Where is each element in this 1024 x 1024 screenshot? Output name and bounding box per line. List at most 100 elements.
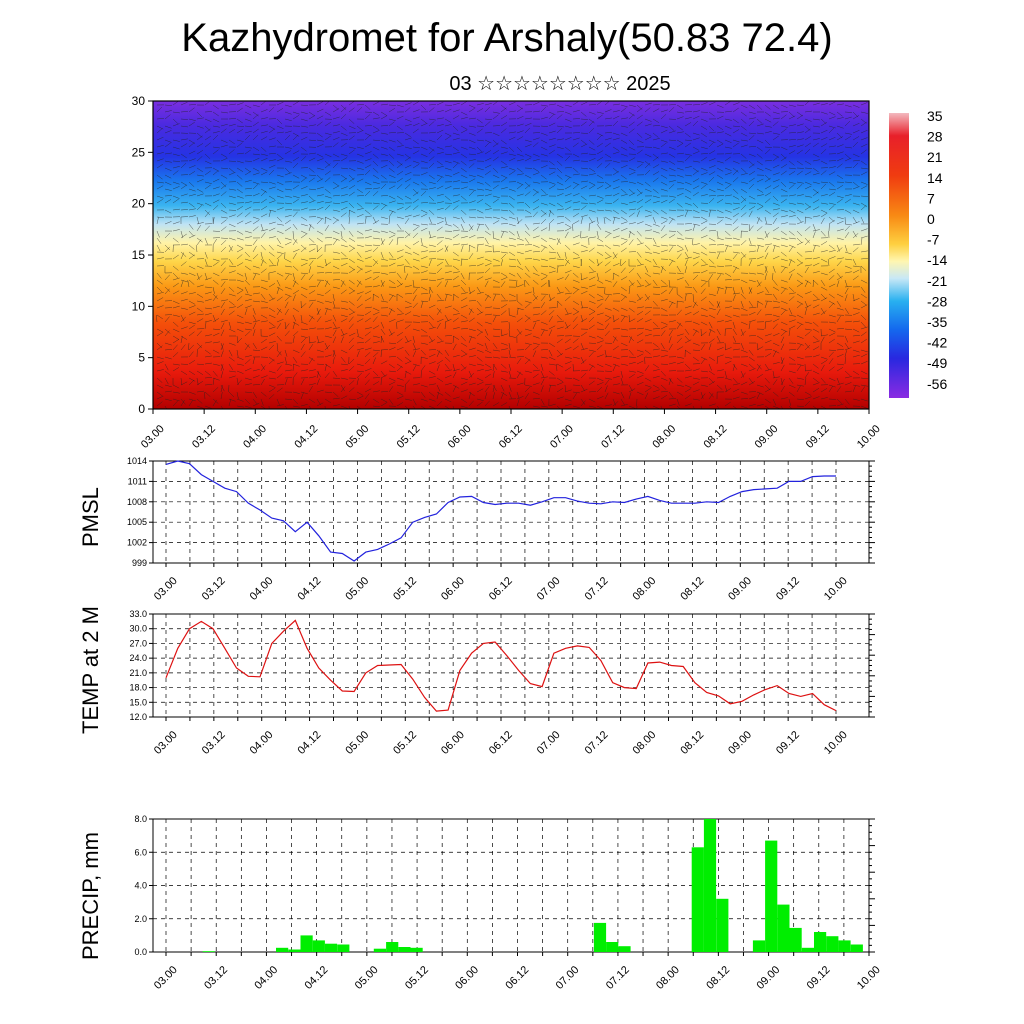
wind-barb [684, 174, 692, 177]
wind-barb [820, 148, 827, 155]
wind-barb [524, 314, 531, 320]
wind-barb [716, 131, 724, 134]
wind-barb [244, 111, 252, 116]
wind-barb [548, 114, 555, 120]
wind-barb [196, 293, 204, 298]
wind-barb [436, 152, 444, 155]
wind-barb [284, 293, 292, 297]
wind-barb [764, 252, 769, 260]
wind-barb [428, 107, 435, 113]
wind-barb [676, 104, 684, 109]
wind-barb [836, 125, 844, 129]
wind-barb [348, 101, 355, 106]
wind-barb [580, 205, 587, 211]
wind-barb [700, 156, 707, 162]
wind-barb [396, 395, 404, 400]
wind-barb [380, 174, 387, 180]
wind-barb [620, 165, 628, 169]
wind-barb [308, 314, 315, 320]
wind-barb [692, 223, 700, 226]
wind-barb [364, 132, 372, 137]
wind-barb [548, 210, 552, 218]
wind-barb [284, 349, 288, 357]
wind-barb [764, 230, 768, 238]
wind-barb [204, 349, 211, 355]
wind-barb [308, 335, 311, 343]
wind-barb [716, 237, 724, 241]
wind-barb [740, 300, 744, 308]
wind-barb [292, 280, 297, 288]
field-x-tick-label: 03.12 [190, 423, 218, 451]
wind-barb [300, 223, 308, 227]
wind-barb [172, 170, 179, 176]
wind-barb [204, 377, 212, 379]
wind-barb [596, 386, 603, 393]
wind-barb [260, 146, 267, 152]
wind-barb [780, 328, 788, 333]
wind-barb [276, 118, 283, 125]
wind-barb [676, 131, 684, 134]
wind-barb [228, 118, 236, 120]
wind-barb [284, 214, 292, 218]
wind-barb [452, 151, 460, 155]
wind-barb [540, 276, 548, 281]
wind-barb [212, 341, 220, 344]
wind-barb [620, 146, 628, 151]
wind-barb [500, 139, 507, 145]
wind-barb [204, 272, 208, 280]
wind-barb [236, 129, 244, 134]
wind-barb [540, 329, 545, 337]
y-tick-label: 27.0 [129, 638, 147, 648]
wind-barb [716, 274, 722, 281]
wind-barb [836, 132, 843, 139]
wind-barb [412, 383, 420, 386]
wind-barb [180, 153, 187, 159]
wind-barb [356, 268, 363, 274]
wind-barb [468, 392, 471, 400]
wind-barb [620, 237, 628, 241]
wind-barb [164, 316, 170, 323]
wind-barb [180, 398, 186, 405]
wind-barb [788, 244, 796, 248]
wind-barb [236, 102, 244, 106]
wind-barb [188, 360, 196, 365]
wind-barb [324, 163, 331, 169]
wind-barb [524, 157, 532, 162]
wind-barb [428, 104, 436, 106]
wind-barb [852, 275, 859, 281]
wind-barb [348, 365, 355, 372]
wind-barb [564, 274, 570, 281]
wind-barb [372, 174, 380, 179]
wind-barb [468, 200, 476, 204]
wind-barb [212, 125, 220, 128]
wind-barb [260, 232, 266, 239]
wind-barb [804, 328, 812, 331]
wind-barb [340, 157, 348, 162]
wind-barb [628, 192, 636, 197]
wind-barb [564, 231, 569, 239]
y-tick-label: 12.0 [129, 712, 147, 722]
wind-barb [684, 279, 690, 286]
wind-barb [372, 398, 380, 403]
wind-barb [708, 273, 713, 281]
wind-barb [868, 385, 869, 386]
wind-barb [196, 377, 199, 385]
wind-barb [556, 138, 564, 141]
wind-barb [604, 355, 612, 358]
wind-barb [332, 377, 340, 379]
wind-barb [444, 245, 449, 253]
wind-barb [660, 114, 667, 120]
wind-barb [220, 216, 228, 219]
wind-barb [684, 244, 689, 252]
wind-barb [204, 298, 212, 302]
wind-barb [820, 397, 828, 400]
wind-barb [284, 377, 292, 379]
wind-barb [812, 346, 820, 351]
wind-barb [156, 384, 164, 389]
precip-bar [410, 947, 423, 952]
wind-barb [340, 167, 348, 170]
precip-bar [777, 904, 790, 952]
wind-barb [732, 253, 738, 260]
y-tick-label: 15.0 [129, 697, 147, 707]
wind-barb [276, 296, 283, 302]
